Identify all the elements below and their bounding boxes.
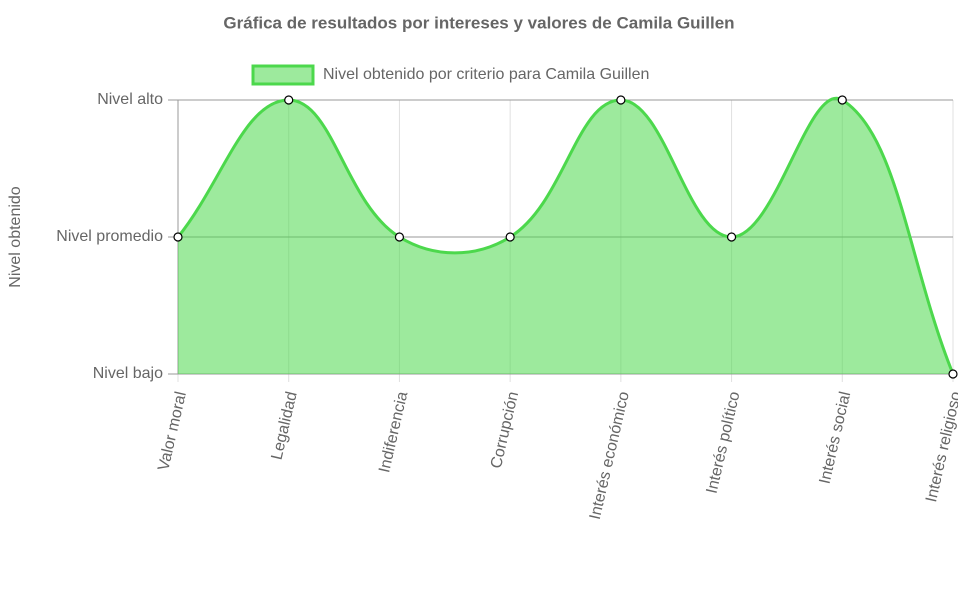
legend-swatch <box>251 64 315 86</box>
x-tick-label: Valor moral <box>155 390 190 472</box>
point <box>837 95 847 105</box>
y-tick-label: Nivel bajo <box>93 365 163 382</box>
y-axis-title: Nivel obtenido <box>7 186 24 288</box>
x-tick-label: Indiferencia <box>376 390 411 475</box>
point <box>616 95 626 105</box>
point <box>948 369 958 379</box>
y-tick-label: Nivel promedio <box>56 228 163 245</box>
point <box>173 232 183 242</box>
x-tick-label: Corrupción <box>488 390 522 470</box>
point <box>284 95 294 105</box>
x-tick-label: Interés político <box>704 390 744 495</box>
point <box>394 232 405 242</box>
x-tick-label: Legalidad <box>269 390 301 461</box>
x-tick-label: Interés religioso <box>923 390 958 504</box>
y-tick-label: Nivel alto <box>97 91 163 108</box>
point <box>726 232 737 242</box>
x-tick-label: Interés social <box>817 390 855 486</box>
chart-title: Gráfica de resultados por intereses y va… <box>223 13 734 32</box>
legend-label: Nivel obtenido por criterio para Camila … <box>323 66 649 83</box>
x-tick-label: Interés económico <box>587 390 633 521</box>
area-fill <box>178 98 953 374</box>
point <box>505 232 515 242</box>
